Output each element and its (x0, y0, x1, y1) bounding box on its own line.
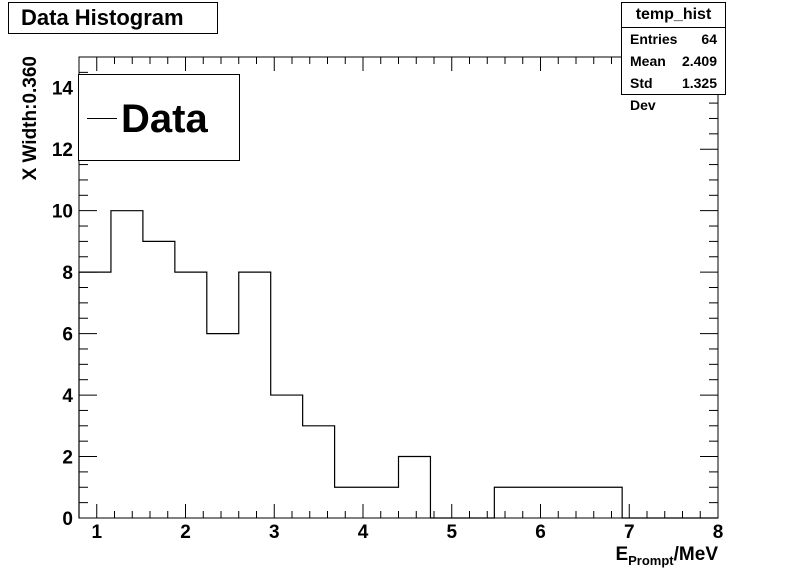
y-tick-label: 8 (62, 263, 73, 284)
histogram-bin (271, 395, 303, 518)
stats-label: Std Dev (630, 75, 656, 113)
histogram-bin (399, 457, 431, 518)
y-tick-label: 0 (62, 509, 73, 530)
y-tick-label: 10 (52, 202, 73, 223)
histogram-bin (207, 334, 239, 518)
y-tick-label: 2 (62, 448, 73, 469)
axis-ticks (79, 56, 719, 519)
histogram-bin (143, 241, 175, 518)
legend: Data (78, 74, 240, 161)
y-tick-label: 14 (52, 79, 74, 100)
histogram-bin (367, 487, 399, 518)
histogram-bin (335, 487, 367, 518)
stats-row-entries: Entries 64 (622, 28, 725, 50)
plot-frame (78, 56, 719, 519)
y-tick-label: 12 (52, 140, 73, 161)
x-tick-label: 7 (624, 522, 635, 543)
x-tick-label: 8 (713, 522, 724, 543)
histogram-bin (526, 487, 558, 518)
stats-value: 64 (701, 31, 717, 47)
histogram-bin (175, 272, 207, 518)
x-tick-label: 3 (269, 522, 280, 543)
legend-line-marker (87, 118, 117, 119)
histogram-bin (303, 426, 335, 518)
x-axis-label: EPrompt/MeV (615, 544, 718, 568)
x-tick-label: 2 (180, 522, 191, 543)
stats-row-mean: Mean 2.409 (622, 50, 725, 72)
x-tick-label: 5 (446, 522, 457, 543)
legend-label: Data (121, 97, 208, 141)
histogram-bars (78, 210, 718, 519)
histogram-outline (78, 210, 718, 519)
histogram-bin (111, 211, 143, 518)
histogram-bin (590, 487, 622, 518)
y-tick-label: 4 (62, 386, 73, 407)
x-tick-label: 6 (535, 522, 546, 543)
stats-value: 2.409 (681, 53, 717, 69)
stats-title: temp_hist (622, 3, 725, 28)
histogram-bin (494, 487, 526, 518)
stats-row-stddev: Std Dev 1.325 (622, 72, 725, 113)
stats-box: temp_hist Entries 64 Mean 2.409 Std Dev … (621, 2, 726, 113)
histogram-bin (558, 487, 590, 518)
x-tick-label: 1 (91, 522, 102, 543)
stats-value: 1.325 (681, 75, 717, 91)
stats-label: Entries (630, 31, 678, 47)
y-axis-label: X Width:0.360 (20, 56, 41, 180)
y-tick-label: 6 (62, 325, 73, 346)
x-tick-label: 4 (358, 522, 369, 543)
stats-label: Mean (630, 53, 666, 69)
plot-title: Data Histogram (8, 2, 218, 34)
histogram-bin (239, 272, 271, 518)
